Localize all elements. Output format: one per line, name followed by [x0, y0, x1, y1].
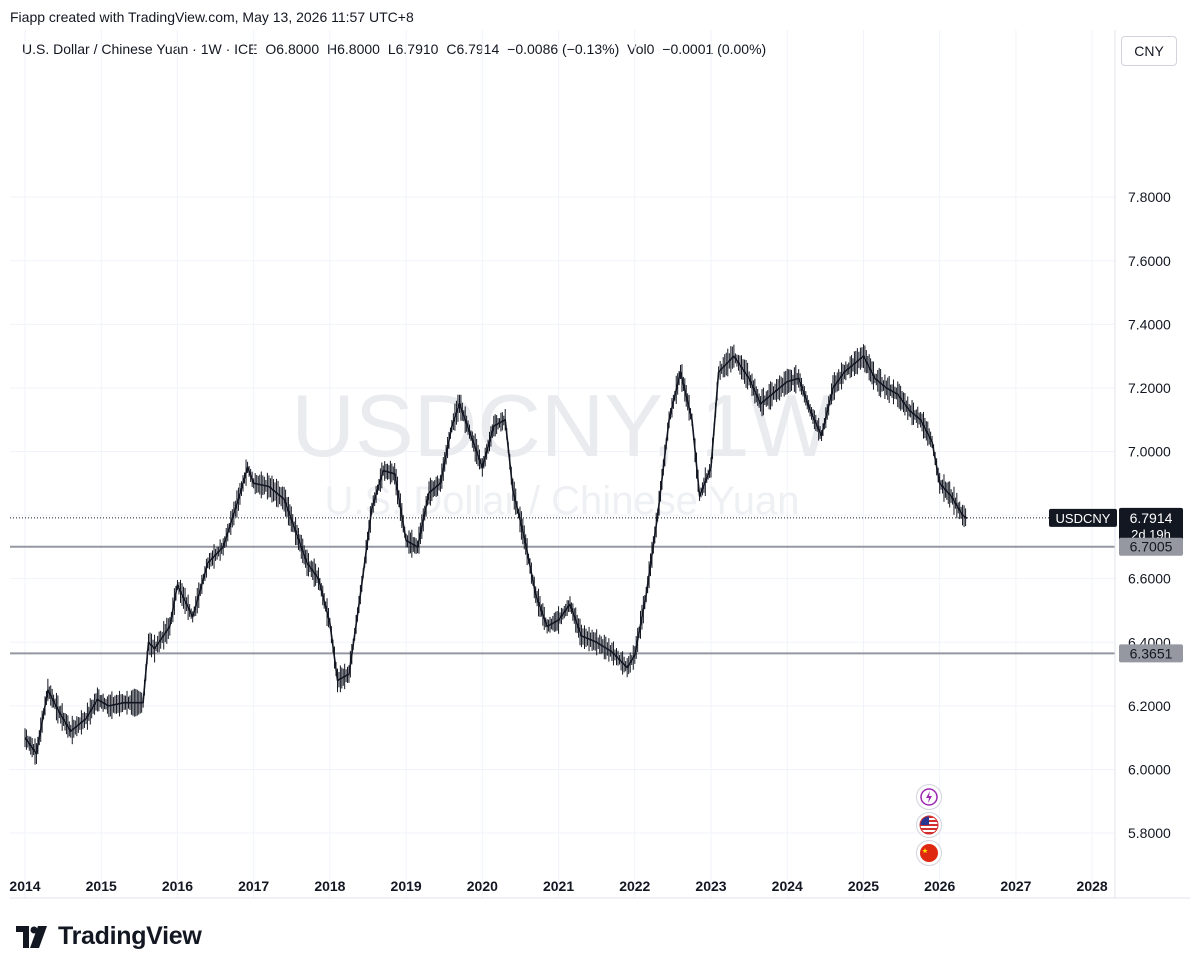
x-tick-label: 2028	[1077, 878, 1108, 894]
y-tick-label: 7.4000	[1128, 316, 1171, 332]
legend-volume-change: −0.0001 (0.00%)	[662, 41, 767, 57]
tradingview-logo[interactable]: TradingView	[16, 922, 202, 951]
x-tick-label: 2025	[848, 878, 879, 894]
last-price-tag	[1119, 507, 1183, 544]
symbol-description[interactable]: U.S. Dollar / Chinese Yuan · 1W · ICE	[22, 41, 258, 57]
y-tick-label: 5.8000	[1128, 825, 1171, 841]
legend-open: O6.8000	[265, 41, 320, 57]
x-tick-label: 2019	[391, 878, 422, 894]
horizontal-levels	[10, 517, 1115, 655]
symbol-legend: U.S. Dollar / Chinese Yuan · 1W · ICE O6…	[22, 41, 770, 57]
legend-change: −0.0086 (−0.13%)	[507, 41, 620, 57]
x-tick-label: 2026	[924, 878, 955, 894]
watermark: USDCNY, 1W U.S. Dollar / Chinese Yuan	[291, 376, 832, 523]
watermark-symbol: USDCNY, 1W	[291, 376, 832, 475]
chart-credit: Fiapp created with TradingView.com, May …	[10, 9, 414, 25]
lower-level-tag	[1119, 644, 1183, 663]
symbol-tag-label: USDCNY	[1056, 511, 1111, 526]
y-tick-label: 7.8000	[1128, 189, 1171, 205]
x-tick-label: 2024	[772, 878, 803, 894]
china-flag-icon[interactable]	[916, 840, 942, 866]
x-tick-label: 2014	[9, 878, 40, 894]
x-tick-label: 2020	[467, 878, 498, 894]
legend-high: H6.8000	[327, 41, 380, 57]
lightning-icon[interactable]	[916, 784, 942, 810]
us-flag-icon[interactable]	[916, 812, 942, 838]
upper-level-tag-label: 6.7005	[1130, 539, 1173, 555]
tradingview-wordmark: TradingView	[58, 922, 202, 950]
y-tick-label: 6.6000	[1128, 571, 1171, 587]
lightning-icon-graphic	[920, 788, 938, 806]
lower-level-tag-label: 6.3651	[1130, 645, 1173, 661]
x-tick-label: 2023	[695, 878, 726, 894]
last-price-label: 6.7914	[1130, 510, 1173, 526]
y-tick-label: 6.0000	[1128, 761, 1171, 777]
china-flag-graphic	[920, 844, 938, 862]
y-tick-label: 6.2000	[1128, 698, 1171, 714]
x-tick-label: 2016	[162, 878, 193, 894]
y-tick-label: 7.6000	[1128, 253, 1171, 269]
price-series	[24, 344, 968, 765]
x-tick-label: 2022	[619, 878, 650, 894]
x-tick-label: 2017	[238, 878, 269, 894]
legend-low: L6.7910	[387, 41, 439, 57]
legend-volume: Vol0	[627, 41, 655, 57]
x-tick-label: 2027	[1000, 878, 1031, 894]
tradingview-logo-icon	[16, 925, 47, 948]
x-tick-label: 2018	[314, 878, 345, 894]
us-flag-graphic	[919, 815, 939, 835]
y-tick-label: 7.2000	[1128, 380, 1171, 396]
legend-close: C6.7914	[446, 41, 500, 57]
currency-button[interactable]: CNY	[1121, 36, 1177, 66]
y-tick-label: 7.0000	[1128, 444, 1171, 460]
x-tick-label: 2021	[543, 878, 574, 894]
x-tick-label: 2015	[86, 878, 117, 894]
upper-level-tag	[1119, 537, 1183, 556]
symbol-tag	[1049, 508, 1117, 527]
